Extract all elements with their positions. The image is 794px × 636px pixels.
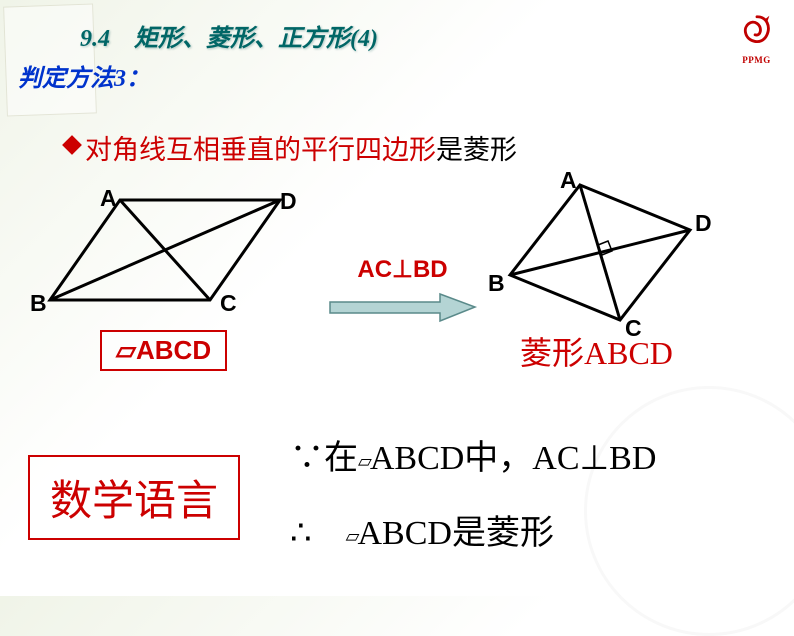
parallelogram-caption: ▱ABCD: [100, 330, 227, 371]
ppmg-logo: PPMG: [734, 12, 779, 67]
therefore-symbol: ∴: [290, 515, 346, 552]
theorem-conclusion: 是菱形: [436, 135, 517, 165]
logo-text: PPMG: [734, 55, 779, 65]
vertex-b: B: [30, 290, 47, 317]
because-symbol: ∵在: [290, 440, 358, 477]
proof-line-1-text: ABCD中，AC⊥BD: [370, 440, 657, 477]
rhombus-vertex-a: A: [560, 167, 577, 194]
background-circle-decoration: [584, 386, 794, 636]
arrow-icon: [325, 290, 480, 325]
proof-line-2-text: ABCD是菱形: [357, 515, 553, 552]
math-language-label: 数学语言: [28, 455, 240, 540]
logo-swirl-icon: [738, 12, 776, 50]
theorem-text: 对角线互相垂直的平行四边形是菱形: [85, 128, 517, 167]
transformation-arrow: AC⊥BD: [325, 255, 480, 330]
proof-line-2: ∴ ▱ABCD是菱形: [290, 505, 554, 554]
method-subtitle: 判定方法3：: [18, 58, 150, 93]
rhombus-diagonal-bd: [510, 230, 690, 275]
vertex-d: D: [280, 188, 297, 215]
rhombus-figure: A D B C: [500, 175, 720, 335]
rhombus-svg: [500, 175, 710, 335]
parallelogram-svg: [30, 190, 310, 320]
bullet-diamond-icon: [62, 135, 82, 155]
rhombus-vertex-b: B: [488, 270, 505, 297]
vertex-a: A: [100, 185, 117, 212]
parallelogram-symbol-icon: ▱: [358, 451, 370, 472]
theorem-premise: 对角线互相垂直的平行四边形: [85, 135, 436, 165]
rhombus-caption: 菱形ABCD: [520, 328, 673, 374]
arrow-condition-label: AC⊥BD: [325, 255, 480, 284]
parallelogram-symbol-icon: ▱: [346, 526, 358, 547]
parallelogram-figure: A D B C: [30, 190, 310, 320]
rhombus-vertex-d: D: [695, 210, 712, 237]
proof-line-1: ∵在▱ABCD中，AC⊥BD: [290, 430, 656, 479]
page-title: 9.4 矩形、菱形、正方形(4): [80, 18, 378, 53]
vertex-c: C: [220, 290, 237, 317]
